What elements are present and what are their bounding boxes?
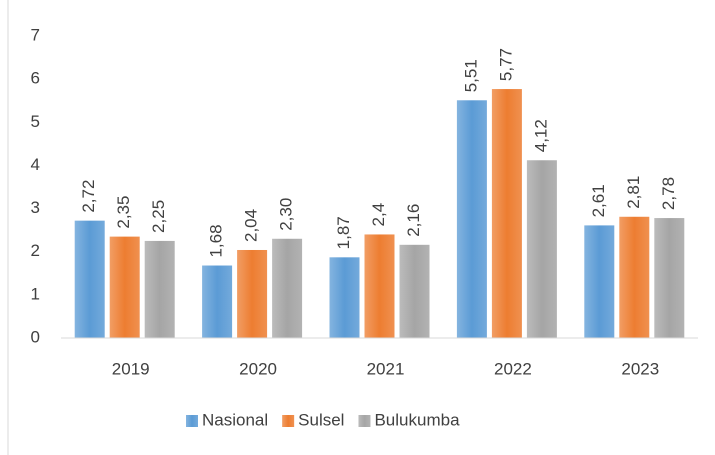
legend-swatch (282, 415, 295, 427)
data-label: 2,78 (659, 177, 678, 210)
data-label: 2,16 (404, 204, 423, 237)
bar (491, 89, 522, 339)
data-label: 4,12 (531, 119, 550, 152)
bar (456, 100, 487, 338)
bar (329, 257, 360, 338)
data-label: 2,30 (277, 198, 296, 231)
bar (619, 216, 650, 338)
x-tick-label: 2022 (494, 359, 532, 378)
data-label: 2,81 (624, 176, 643, 209)
legend-label: Bulukumba (374, 410, 460, 429)
data-label: 2,72 (79, 180, 98, 213)
bar (399, 244, 430, 338)
bar (74, 220, 105, 338)
y-tick-label: 3 (31, 198, 40, 217)
bar (144, 240, 175, 338)
legend-label: Nasional (202, 410, 268, 429)
y-tick-label: 5 (31, 112, 40, 131)
data-label: 5,51 (461, 59, 480, 92)
legend-swatch (358, 415, 371, 427)
y-tick-label: 2 (31, 241, 40, 260)
bar (654, 218, 685, 338)
x-tick-label: 2020 (239, 359, 277, 378)
data-label: 2,35 (114, 196, 133, 229)
bar (202, 265, 233, 338)
x-tick-label: 2019 (112, 359, 150, 378)
y-tick-label: 4 (31, 155, 40, 174)
bar (364, 234, 395, 338)
legend-swatch (186, 415, 198, 427)
data-label: 2,4 (369, 203, 388, 227)
bar (109, 236, 140, 338)
y-tick-label: 6 (31, 69, 40, 88)
bar (272, 238, 303, 338)
bar (526, 160, 557, 338)
x-tick-label: 2023 (621, 359, 659, 378)
bar (237, 249, 268, 338)
y-tick-label: 7 (31, 25, 40, 44)
data-label: 2,25 (149, 200, 168, 233)
legend-label: Sulsel (298, 410, 344, 429)
y-tick-label: 1 (31, 284, 40, 303)
data-label: 1,87 (334, 216, 353, 249)
data-label: 2,04 (242, 209, 261, 242)
data-label: 5,77 (496, 48, 515, 81)
bar (584, 225, 615, 338)
x-tick-label: 2021 (367, 359, 405, 378)
data-label: 2,61 (589, 184, 608, 217)
y-tick-label: 0 (31, 327, 40, 346)
data-label: 1,68 (207, 224, 226, 257)
